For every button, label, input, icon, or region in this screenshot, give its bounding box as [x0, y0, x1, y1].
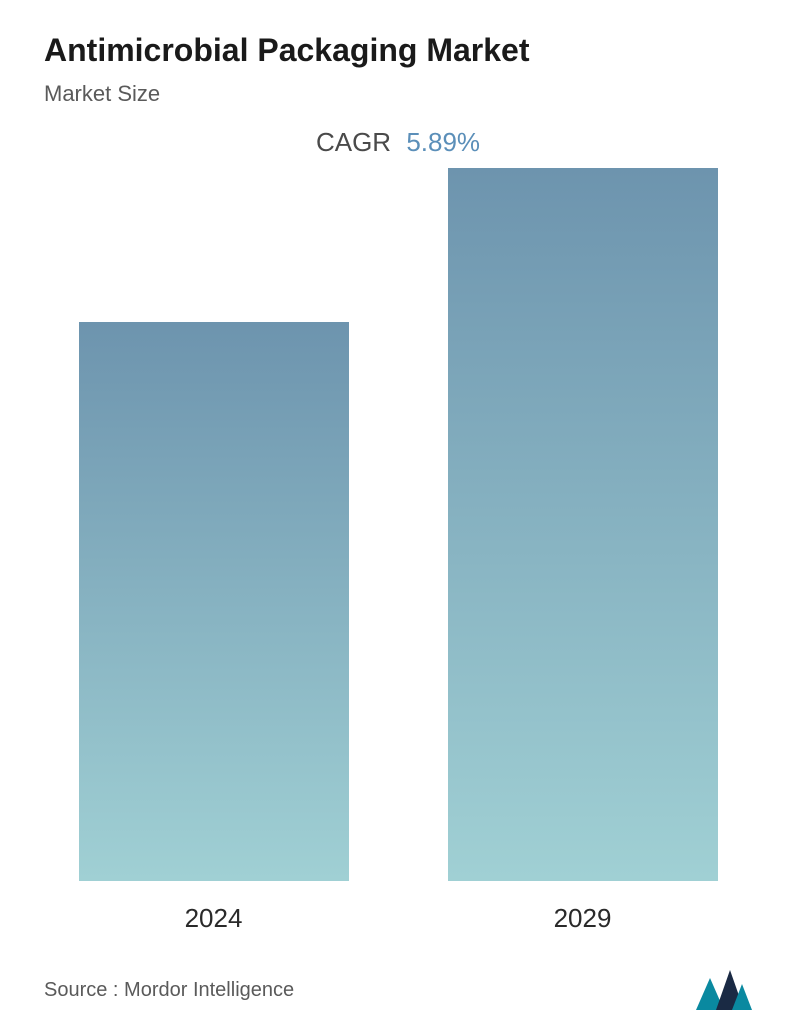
brand-logo-icon	[696, 970, 752, 1010]
chart-container: Antimicrobial Packaging Market Market Si…	[0, 0, 796, 1034]
bar-label-2029: 2029	[554, 903, 612, 934]
bar-chart: 2024 2029	[44, 168, 752, 934]
bar-wrapper-2024: 2024	[64, 168, 363, 934]
source-text: Source : Mordor Intelligence	[44, 979, 294, 1002]
bar-label-2024: 2024	[185, 903, 243, 934]
bar-2029	[448, 168, 718, 881]
cagr-line: CAGR 5.89%	[44, 127, 752, 158]
footer: Source : Mordor Intelligence	[44, 962, 752, 1010]
page-title: Antimicrobial Packaging Market	[44, 32, 752, 69]
bar-wrapper-2029: 2029	[433, 168, 732, 934]
cagr-label: CAGR	[316, 127, 391, 157]
page-subtitle: Market Size	[44, 81, 752, 107]
cagr-value: 5.89%	[406, 127, 480, 157]
bar-2024	[79, 322, 349, 881]
